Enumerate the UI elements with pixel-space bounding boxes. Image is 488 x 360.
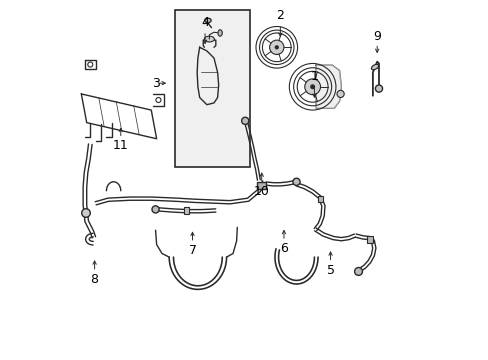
Text: 4: 4 <box>201 16 208 29</box>
Ellipse shape <box>204 36 214 42</box>
Polygon shape <box>316 65 341 108</box>
Circle shape <box>81 209 90 217</box>
Text: 9: 9 <box>372 30 380 43</box>
Circle shape <box>336 90 344 98</box>
Text: 5: 5 <box>326 264 334 277</box>
Circle shape <box>274 45 278 49</box>
Bar <box>257 182 265 189</box>
Text: 6: 6 <box>280 242 287 255</box>
Bar <box>183 207 189 214</box>
Circle shape <box>304 79 320 95</box>
Circle shape <box>241 117 248 125</box>
Text: 3: 3 <box>152 77 160 90</box>
Text: 7: 7 <box>188 244 196 257</box>
Circle shape <box>269 40 284 54</box>
Bar <box>366 235 372 243</box>
Text: 8: 8 <box>90 273 99 286</box>
Bar <box>317 196 323 202</box>
Ellipse shape <box>204 18 211 23</box>
Circle shape <box>152 206 159 213</box>
Bar <box>174 10 249 167</box>
Circle shape <box>292 178 300 185</box>
Circle shape <box>309 84 314 89</box>
Text: 11: 11 <box>113 139 128 152</box>
Circle shape <box>354 267 362 275</box>
Ellipse shape <box>371 64 378 70</box>
Text: 10: 10 <box>253 185 269 198</box>
Ellipse shape <box>218 30 222 36</box>
Text: 1: 1 <box>310 69 318 82</box>
Circle shape <box>375 85 382 92</box>
Text: 2: 2 <box>276 9 284 22</box>
